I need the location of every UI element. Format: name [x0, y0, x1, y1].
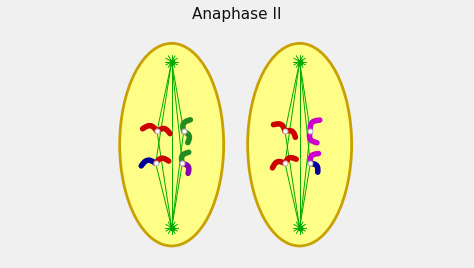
Text: Anaphase II: Anaphase II [192, 7, 282, 22]
Ellipse shape [247, 43, 352, 246]
Ellipse shape [120, 43, 224, 246]
